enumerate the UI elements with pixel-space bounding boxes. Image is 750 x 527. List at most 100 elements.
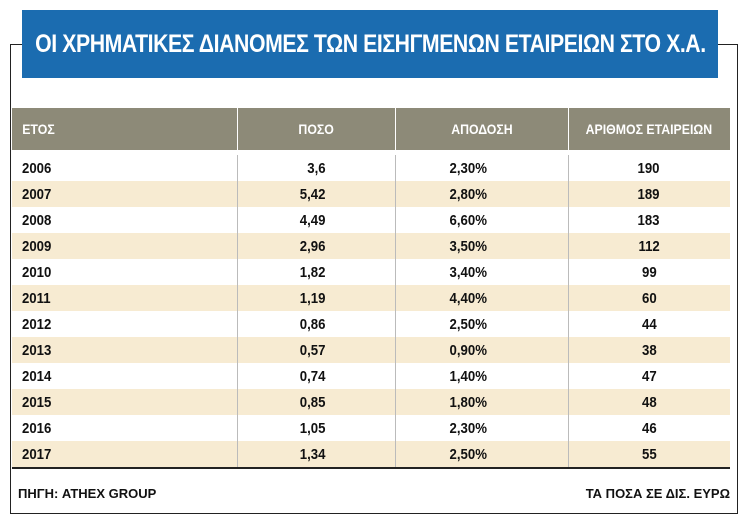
table-cell: 2012 <box>20 311 170 337</box>
note: ΤΑ ΠΟΣΑ ΣΕ ΔΙΣ. ΕΥΡΩ <box>585 486 730 501</box>
cell-text: ΑΡΙΘΜΟΣ ΕΤΑΙΡΕΙΩΝ <box>585 121 713 137</box>
table-cell: 60 <box>568 285 730 311</box>
table-cell: ΑΠΟΔΟΣΗ <box>395 108 568 150</box>
table-cell: ΕΤΟΣ <box>20 108 170 150</box>
column-separator <box>568 155 569 181</box>
cell-text: 2,30% <box>450 159 488 177</box>
table-cell: 2016 <box>20 415 170 441</box>
cell-text: 1,80% <box>450 393 488 411</box>
cell-text: 3,40% <box>450 263 488 281</box>
table-cell: 2,30% <box>395 415 490 441</box>
cell-text: 1,40% <box>450 367 488 385</box>
cell-text: ΕΤΟΣ <box>22 121 55 137</box>
table-cell: 2006 <box>20 155 170 181</box>
cell-text: 44 <box>641 315 657 333</box>
column-separator <box>237 363 238 389</box>
column-separator <box>395 337 396 363</box>
column-separator <box>568 415 569 441</box>
column-separator <box>568 207 569 233</box>
cell-text: 2013 <box>22 341 52 359</box>
column-separator <box>568 441 569 467</box>
table-cell: 46 <box>568 415 730 441</box>
column-separator <box>395 285 396 311</box>
cell-text: 0,86 <box>299 315 326 333</box>
title-banner: ΟΙ ΧΡΗΜΑΤΙΚΕΣ ΔΙΑΝΟΜΕΣ ΤΩΝ ΕΙΣΗΓΜΕΝΩΝ ΕΤ… <box>22 10 718 78</box>
cell-text: 112 <box>638 237 660 255</box>
column-separator <box>237 233 238 259</box>
column-separator <box>568 363 569 389</box>
table-cell: 1,19 <box>237 285 327 311</box>
table-cell: 99 <box>568 259 730 285</box>
cell-text: 3,50% <box>450 237 488 255</box>
cell-text: 47 <box>641 367 657 385</box>
cell-text: 1,34 <box>299 445 326 463</box>
cell-text: 189 <box>637 185 661 203</box>
table-row: 2015 0,85 1,80% 48 <box>12 389 730 415</box>
cell-text: ΑΠΟΔΟΣΗ <box>450 121 513 137</box>
table-cell: 0,85 <box>237 389 327 415</box>
table-cell: ΑΡΙΘΜΟΣ ΕΤΑΙΡΕΙΩΝ <box>568 108 730 150</box>
table-cell: 2010 <box>20 259 170 285</box>
cell-text: 0,74 <box>299 367 326 385</box>
table-cell: 55 <box>568 441 730 467</box>
cell-text: 1,19 <box>299 289 326 307</box>
table-row: 2009 2,96 3,50% 112 <box>12 233 730 259</box>
table-cell: 2,80% <box>395 181 490 207</box>
table-row: 2012 0,86 2,50% 44 <box>12 311 730 337</box>
cell-text: 2017 <box>22 445 52 463</box>
table-cell: 2017 <box>20 441 170 467</box>
cell-text: 55 <box>641 445 657 463</box>
table-cell: 6,60% <box>395 207 490 233</box>
table-cell: 1,40% <box>395 363 490 389</box>
column-separator <box>395 441 396 467</box>
cell-text: 2008 <box>22 211 52 229</box>
table-row: 2016 1,05 2,30% 46 <box>12 415 730 441</box>
column-separator <box>237 285 238 311</box>
table-cell: 2,50% <box>395 441 490 467</box>
table-cell: 38 <box>568 337 730 363</box>
column-separator <box>237 389 238 415</box>
cell-text: 2,50% <box>450 315 488 333</box>
cell-text: 2012 <box>22 315 52 333</box>
table-cell: 3,50% <box>395 233 490 259</box>
cell-text: 2007 <box>22 185 52 203</box>
cell-text: 0,90% <box>450 341 488 359</box>
cell-text: 38 <box>641 341 657 359</box>
cell-text: 2,50% <box>450 445 488 463</box>
column-separator <box>395 207 396 233</box>
column-separator <box>237 337 238 363</box>
column-separator <box>395 389 396 415</box>
column-separator <box>237 155 238 181</box>
cell-text: 2009 <box>22 237 52 255</box>
cell-text: 0,57 <box>299 341 326 359</box>
table-cell: 112 <box>568 233 730 259</box>
column-separator <box>237 181 238 207</box>
column-separator <box>237 311 238 337</box>
cell-text: 46 <box>641 419 657 437</box>
table: ΕΤΟΣ ΠΟΣΟ ΑΠΟΔΟΣΗ ΑΡΙΘΜΟΣ ΕΤΑΙΡΕΙΩΝ 2006 3,6 2… <box>12 108 730 467</box>
table-cell: 47 <box>568 363 730 389</box>
cell-text: 1,82 <box>299 263 326 281</box>
table-cell: 4,49 <box>237 207 327 233</box>
cell-text: 48 <box>641 393 657 411</box>
column-separator <box>395 181 396 207</box>
table-cell: 48 <box>568 389 730 415</box>
table-cell: 0,86 <box>237 311 327 337</box>
cell-text: 0,85 <box>299 393 326 411</box>
cell-text: 5,42 <box>299 185 326 203</box>
cell-text: 2,30% <box>450 419 488 437</box>
table-cell: 2015 <box>20 389 170 415</box>
table-cell: ΠΟΣΟ <box>237 108 395 150</box>
table-cell: 2,96 <box>237 233 327 259</box>
column-separator <box>568 108 569 150</box>
cell-text: ΠΟΣΟ <box>298 121 334 137</box>
column-separator <box>568 389 569 415</box>
table-cell: 1,82 <box>237 259 327 285</box>
cell-text: 2015 <box>22 393 52 411</box>
column-separator <box>395 363 396 389</box>
cell-text: 2011 <box>21 289 51 307</box>
cell-text: 4,49 <box>299 211 326 229</box>
cell-text: 3,6 <box>307 159 326 177</box>
table-cell: 0,57 <box>237 337 327 363</box>
